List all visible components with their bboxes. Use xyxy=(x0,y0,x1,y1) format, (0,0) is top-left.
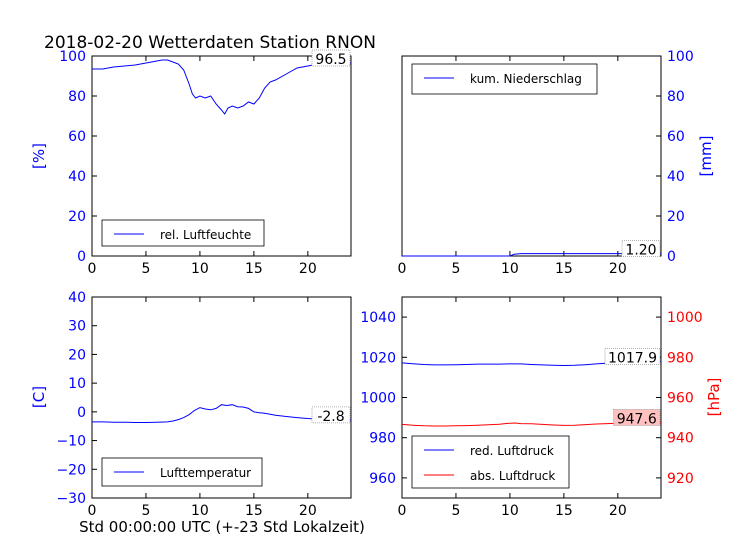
x-tick-label: 10 xyxy=(501,503,519,519)
y-tick-label: 1040 xyxy=(360,310,396,326)
y-tick-label: 40 xyxy=(68,290,86,306)
legend-box xyxy=(411,435,570,489)
x-tick-label: 15 xyxy=(555,261,573,277)
legend: Lufttemperatur xyxy=(101,457,263,487)
y-tick-label: −20 xyxy=(56,462,86,478)
last-value-label-right: 947.6 xyxy=(617,411,657,427)
plot-frame xyxy=(91,296,352,499)
y-tick-label: 1020 xyxy=(360,350,396,366)
y-tick-label: 20 xyxy=(68,209,86,225)
y-tick-label-right: 40 xyxy=(667,169,685,185)
y-axis-label: [%] xyxy=(30,143,48,169)
chart-panel-2: 0 5 10 15 20 0 20 40 60 80 100 [mm] 1.20 kum. Nieders… xyxy=(398,49,715,277)
plot-frame xyxy=(401,55,662,257)
y-axis-label: [hPa] xyxy=(705,378,723,417)
last-value-label: 96.5 xyxy=(315,52,346,68)
last-value-label-box xyxy=(311,49,351,67)
y-tick-label: −30 xyxy=(56,491,86,507)
y-tick-label: 100 xyxy=(59,49,86,65)
y-tick-label: 0 xyxy=(77,405,86,421)
last-value-label-box xyxy=(621,240,661,258)
y-tick-label-right: 940 xyxy=(667,431,694,447)
x-tick-label: 10 xyxy=(191,503,209,519)
chart-panel-4: 0 5 10 15 20 960 980 1000 1020 1040 920 940 960 980 10… xyxy=(360,296,723,519)
y-axis-label: [C] xyxy=(30,386,48,408)
y-tick-label-right: 920 xyxy=(667,471,694,487)
x-tick-label: 15 xyxy=(555,503,573,519)
y-tick-label: 60 xyxy=(68,129,86,145)
last-value-label-box xyxy=(604,348,661,365)
legend-label-1: Lufttemperatur xyxy=(160,466,251,480)
x-tick-label: 15 xyxy=(245,503,263,519)
legend-box xyxy=(101,219,265,247)
x-tick-label: 5 xyxy=(451,261,460,277)
x-tick-label: 10 xyxy=(191,261,209,277)
y-tick-label-right: 100 xyxy=(667,49,694,65)
y-tick-label: −10 xyxy=(56,434,86,450)
y-tick-label-right: 980 xyxy=(667,350,694,366)
legend-label-1: kum. Niederschlag xyxy=(470,72,582,86)
series-line-1 xyxy=(92,59,351,115)
x-tick-label: 0 xyxy=(88,261,97,277)
chart-panel-3: 0 5 10 15 20 −30 −20 −10 0 10 20 30 40 [C] -2.8 Lufttem… xyxy=(30,290,352,519)
last-value-label: 1.20 xyxy=(625,243,656,259)
legend-box xyxy=(411,63,598,95)
y-tick-label: 80 xyxy=(68,89,86,105)
legend-label-1: rel. Luftfeuchte xyxy=(160,228,251,242)
figure-title: 2018-02-20 Wetterdaten Station RNON xyxy=(44,33,376,53)
y-tick-label-right: 20 xyxy=(667,209,685,225)
y-tick-label: 960 xyxy=(369,471,396,487)
x-tick-label: 20 xyxy=(299,261,317,277)
x-tick-label: 5 xyxy=(141,503,150,519)
last-value-label-right-box xyxy=(613,409,661,426)
series-line-1 xyxy=(402,253,661,257)
x-tick-label: 10 xyxy=(501,261,519,277)
legend-label-2: abs. Luftdruck xyxy=(470,469,555,483)
y-tick-label: 0 xyxy=(77,249,86,265)
last-value-label: 1017.9 xyxy=(608,351,657,367)
series-line-1 xyxy=(92,404,352,423)
x-tick-label: 5 xyxy=(451,503,460,519)
y-tick-label-right: 60 xyxy=(667,129,685,145)
chart-panel-1: 0 5 10 15 20 0 20 40 60 80 100 [%] 96.5 rel. Luftfeuc… xyxy=(30,49,352,277)
y-tick-label-right: 80 xyxy=(667,89,685,105)
legend: kum. Niederschlag xyxy=(411,63,598,95)
y-tick-label: 40 xyxy=(68,169,86,185)
x-tick-label: 20 xyxy=(609,261,627,277)
y-tick-label-right: 1000 xyxy=(667,310,703,326)
legend: rel. Luftfeuchte xyxy=(101,219,265,247)
x-tick-label: 0 xyxy=(398,503,407,519)
y-tick-label: 980 xyxy=(369,431,396,447)
legend-label-1: red. Luftdruck xyxy=(470,444,554,458)
legend: red. Luftdruck abs. Luftdruck xyxy=(411,435,570,489)
y-tick-label: 10 xyxy=(68,376,86,392)
plot-frame xyxy=(91,55,352,257)
y-tick-label: 1000 xyxy=(360,391,396,407)
y-tick-label: 20 xyxy=(68,347,86,363)
y-tick-label-right: 960 xyxy=(667,391,694,407)
last-value-label: -2.8 xyxy=(317,409,344,425)
x-tick-label: 15 xyxy=(245,261,263,277)
y-tick-label: 30 xyxy=(68,319,86,335)
x-tick-label: 0 xyxy=(88,503,97,519)
x-tick-label: 20 xyxy=(609,503,627,519)
last-value-label-box xyxy=(311,406,351,424)
x-tick-label: 5 xyxy=(141,261,150,277)
x-tick-label: 0 xyxy=(398,261,407,277)
y-axis-label: [mm] xyxy=(697,136,715,177)
y-tick-label-right: 0 xyxy=(667,249,676,265)
x-tick-label: 20 xyxy=(299,503,317,519)
figure-xlabel: Std 00:00:00 UTC (+-23 Std Lokalzeit) xyxy=(79,518,365,536)
